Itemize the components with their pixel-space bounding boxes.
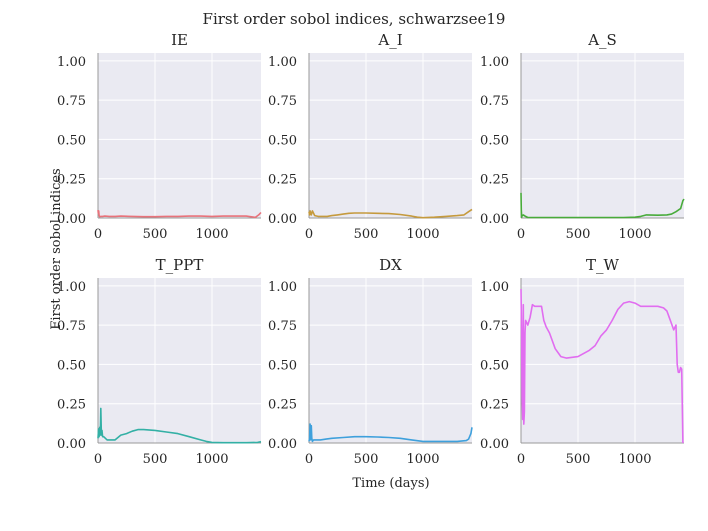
y-tick-label: 0.00 [480,437,509,452]
x-tick-label: 500 [143,227,168,242]
figure-xlabel: Time (days) [352,476,429,491]
x-tick-label: 500 [566,227,591,242]
figure-ylabel: First order sobol indices [49,168,64,329]
subplot-3: 0.00 0.25 0.50 0.75 1.00 0 500 1000 A_S [480,31,685,242]
x-tick-label: 500 [566,452,591,467]
subplot-title: A_I [377,31,402,49]
y-tick-label: 0.00 [57,212,86,227]
subplot-6: 0.00 0.25 0.50 0.75 1.00 0 500 1000 T_W [480,256,684,467]
x-tick-label: 500 [354,227,379,242]
x-tick-label: 1000 [618,227,651,242]
x-tick-label: 0 [305,227,313,242]
series-line [308,208,473,219]
y-tick-label: 0.75 [268,319,297,334]
subplot-title: IE [171,31,188,49]
y-tick-label: 0.75 [480,319,509,334]
x-tick-label: 1000 [195,452,228,467]
y-tick-label: 0.25 [268,398,297,413]
y-tick-label: 0.25 [268,173,297,188]
y-tick-label: 0.75 [480,94,509,109]
y-tick-label: 0.75 [57,94,86,109]
x-tick-label: 500 [354,452,379,467]
series-line [520,192,685,219]
y-tick-label: 0.75 [57,319,86,334]
y-tick-label: 0.25 [480,173,509,188]
x-tick-label: 0 [94,452,102,467]
y-tick-label: 1.00 [268,280,297,295]
y-tick-label: 1.00 [57,55,86,70]
x-tick-label: 1000 [195,227,228,242]
y-tick-label: 0.25 [480,398,509,413]
subplot-title: A_S [587,31,617,49]
x-tick-label: 1000 [618,452,651,467]
y-tick-label: 0.00 [268,212,297,227]
y-tick-label: 1.00 [480,55,509,70]
x-tick-label: 0 [305,452,313,467]
y-tick-label: 0.75 [268,94,297,109]
x-tick-label: 0 [517,452,525,467]
y-tick-label: 0.50 [268,133,297,148]
subplot-title: DX [379,256,402,274]
x-tick-label: 0 [94,227,102,242]
plot-area [98,53,261,218]
y-tick-label: 0.25 [57,398,86,413]
y-tick-label: 1.00 [57,280,86,295]
y-tick-label: 0.00 [480,212,509,227]
x-tick-label: 1000 [406,227,439,242]
y-tick-label: 0.50 [57,133,86,148]
x-tick-label: 1000 [406,452,439,467]
plot-area [521,53,684,218]
x-tick-label: 500 [143,452,168,467]
x-tick-label: 0 [517,227,525,242]
y-tick-label: 0.50 [480,133,509,148]
subplot-5: 0.00 0.25 0.50 0.75 1.00 0 500 1000 DX [268,256,473,467]
y-tick-label: 1.00 [268,55,297,70]
y-tick-label: 0.25 [57,173,86,188]
y-tick-label: 0.00 [57,437,86,452]
subplot-title: T_W [586,256,620,274]
subplot-4: 0.00 0.25 0.50 0.75 1.00 0 500 1000 T_PPT [57,256,262,467]
plot-area [98,278,261,443]
figure-title: First order sobol indices, schwarzsee19 [203,10,506,28]
plot-area [309,53,472,218]
plot-area [309,278,472,443]
y-tick-label: 0.50 [57,358,86,373]
series-line [97,210,262,219]
y-tick-label: 1.00 [480,280,509,295]
plot-area [521,278,684,443]
series-line [520,288,684,444]
y-tick-label: 0.50 [268,358,297,373]
series-line [97,407,262,444]
subplot-2: 0.00 0.25 0.50 0.75 1.00 0 500 1000 A_I [268,31,473,242]
series-line [308,423,473,443]
y-tick-label: 0.00 [268,437,297,452]
subplot-title: T_PPT [156,256,204,274]
y-tick-label: 0.50 [480,358,509,373]
subplot-1: 0.00 0.25 0.50 0.75 1.00 0 500 1000 IE [57,31,262,242]
subplot-grid: 0.000.250.500.751.000 500 1000IE0.000.250.… [57,31,685,467]
